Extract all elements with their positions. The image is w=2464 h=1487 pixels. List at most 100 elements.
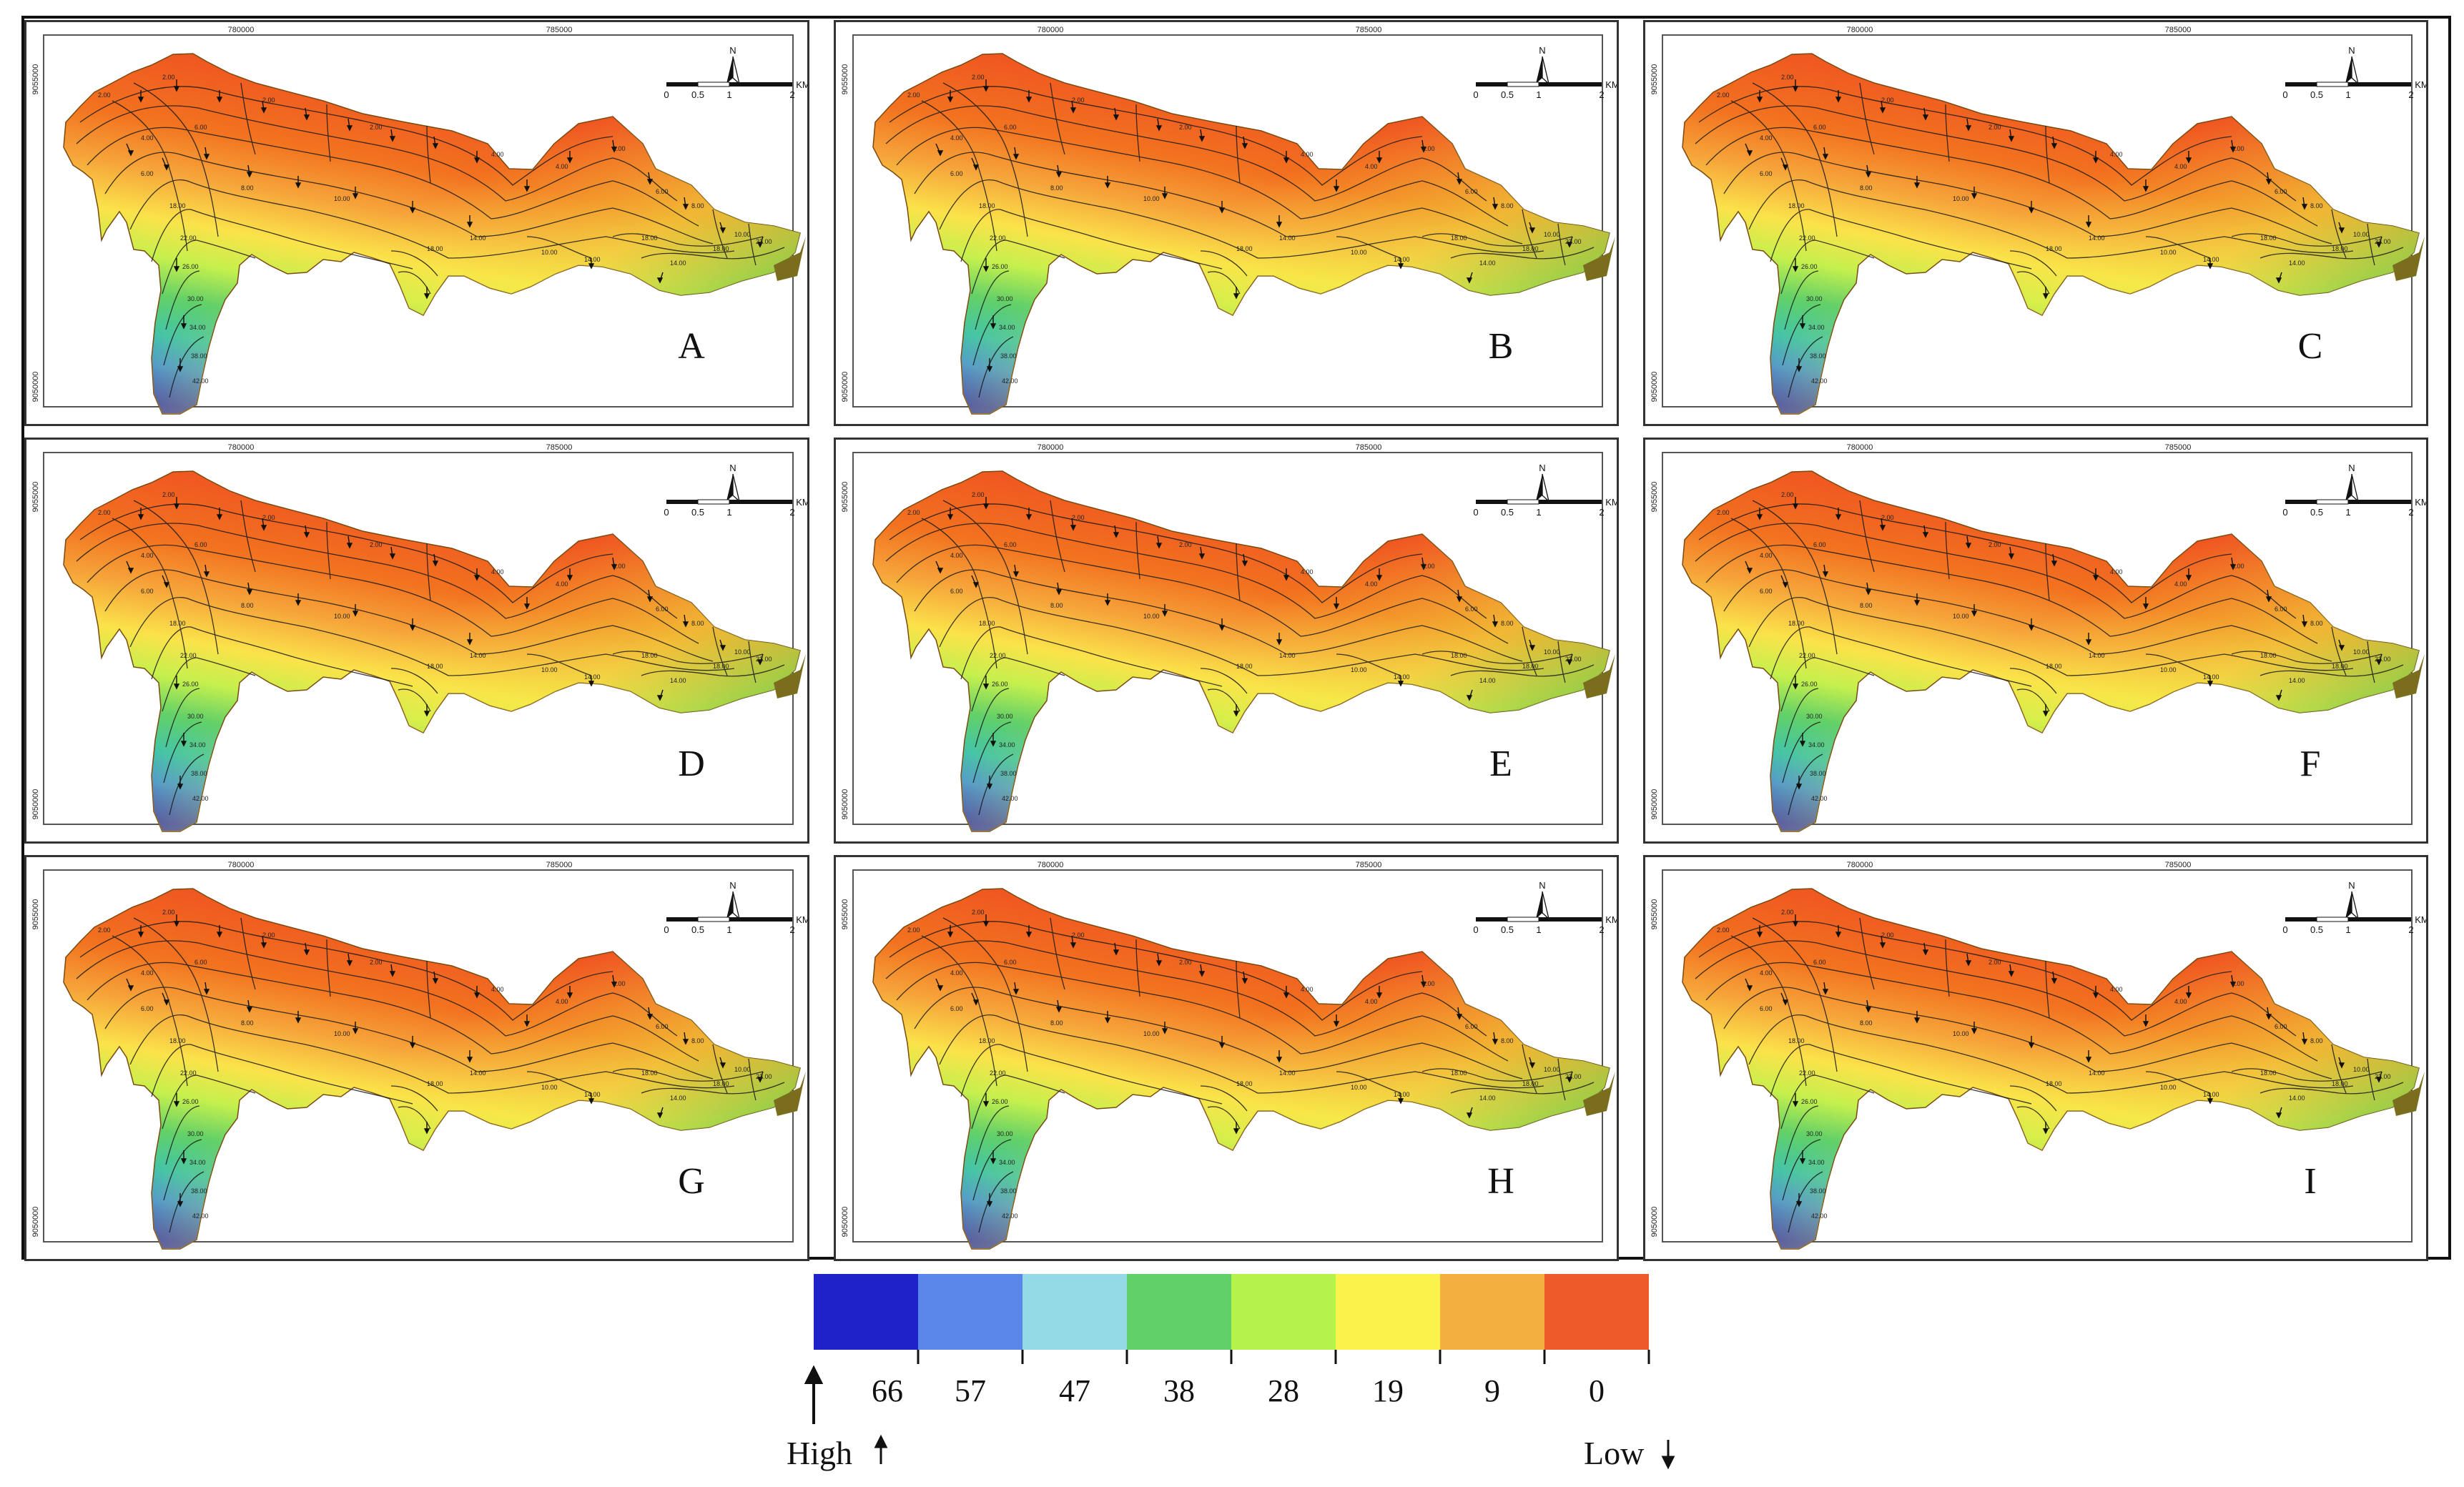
contour-label: 8.00 [2310,620,2323,627]
flow-arrow-head [2275,277,2282,284]
contour-line [1135,521,1140,580]
contour-line [2016,271,2050,295]
map-svg: 2.00 2.00 2.00 2.00 4.00 4.00 2.00 6.00 8.00 10.0… [1650,861,2426,1250]
contour-line [641,664,785,677]
contour-line [972,1139,1012,1201]
contour-line [165,270,200,330]
contour-label: 2.00 [1989,541,2001,548]
north-label: N [729,463,736,473]
north-arrow-icon: N [2345,463,2360,503]
contour-line [971,239,1065,295]
flow-arrow-head [1333,1021,1340,1027]
contour-line [975,1105,1010,1165]
contour-label: 42.00 [192,377,209,385]
north-arrow-icon: N [2345,45,2360,85]
contour-line [2367,1058,2375,1101]
flow-arrow-head [1795,1201,1803,1207]
flow-arrow-head [1276,1057,1283,1063]
flow-arrow-head [682,1039,689,1045]
flow-arrow-head [1456,1014,1463,1020]
flow-arrow-head [352,611,359,617]
contour-label: 18.00 [169,202,186,209]
scale-tick-label: 0 [1473,507,1478,518]
contour-label: 26.00 [1801,681,1818,688]
contour-line [1780,239,1875,295]
contour-label: 4.00 [2174,163,2187,170]
contour-label: 34.00 [1808,1159,1825,1166]
basin-overlay [1682,54,2419,414]
contour-label: 30.00 [1806,713,1823,720]
flow-arrow-head [432,560,439,567]
panel-label: D [678,744,705,784]
flow-arrow-head [409,625,416,631]
scale-bar: 0 0.5 1 2KM [664,79,807,100]
contour-label: 22.00 [2375,238,2391,245]
contour-label: 4.00 [950,969,963,977]
contour-label: 14.00 [2289,260,2305,267]
contour-line [79,503,613,603]
contour-line [2331,626,2347,676]
contour-line [972,304,1012,366]
flow-arrow-head [611,564,618,570]
flow-arrow-head [1566,659,1573,666]
contour-label: 26.00 [992,1098,1008,1105]
contour-line [1200,668,1248,694]
contour-line [1752,917,1838,1072]
contour-label: 6.00 [194,124,207,131]
high-arrow-icon [874,1434,888,1464]
y-tick-label: 9050000 [1650,1207,1659,1237]
contour-label: 2.00 [370,124,383,131]
flow-arrow-head [523,186,531,192]
flow-arrow-head [2085,1057,2092,1063]
y-tick-label: 9055000 [841,482,849,513]
contour-line [1207,1106,1241,1130]
contour-line [1336,1071,1401,1094]
contour-label: 18.00 [1788,202,1805,209]
flow-arrow-head [1161,611,1168,617]
contour-labels: 2.00 2.00 2.00 2.00 4.00 4.00 2.00 6.00 8.00 10.0… [98,909,772,1220]
map-panel: 2.00 2.00 2.00 2.00 4.00 4.00 2.00 6.00 8.00 10.0… [24,438,809,844]
contour-label: 2.00 [98,927,111,934]
contour-label: 2.00 [1717,927,1730,934]
flow-arrow-head [163,164,170,171]
contour-line [1522,209,1537,259]
flow-arrow-head [127,985,134,992]
flow-arrow-head [990,323,997,330]
contour-line [1421,233,1573,247]
contour-line [1050,917,1065,990]
contour-label: 6.00 [1760,1005,1773,1012]
flow-arrow-head [719,1062,726,1069]
contour-label: 2.00 [972,74,985,81]
contour-line [162,1075,256,1130]
flow-arrow-head [2085,639,2092,646]
low-arrow-icon [1661,1440,1675,1470]
flow-arrow-head [473,575,481,581]
contour-label: 2.00 [1717,509,1730,516]
contour-line [942,917,1028,1072]
contour-label: 2.00 [262,932,275,939]
flow-arrow-head [346,543,353,549]
contour-line [1770,209,2032,270]
high-label: High [787,1435,852,1471]
contour-line [1859,500,1875,573]
flow-arrow-head [566,575,573,581]
contour-line [1945,939,1950,997]
contour-line [1450,247,1595,260]
contour-label: 4.00 [491,151,504,158]
contour-line [1557,1058,1566,1101]
scale-tick-label: 0 [1473,924,1478,935]
contour-label: 26.00 [182,1098,199,1105]
contour-line [1945,104,1950,162]
contour-label: 14.00 [584,1091,601,1098]
contour-label: 8.00 [691,1037,704,1044]
contour-label: 2.00 [2232,563,2244,570]
contour-line [169,754,204,816]
flow-arrow-head [1161,193,1168,199]
contour-line [1695,523,2297,619]
flow-arrow-head [611,982,618,988]
contour-label: 6.00 [194,541,207,548]
flow-arrow-head [1198,971,1206,977]
contour-label: 4.00 [491,986,504,993]
flow-arrow-head [1055,172,1063,178]
